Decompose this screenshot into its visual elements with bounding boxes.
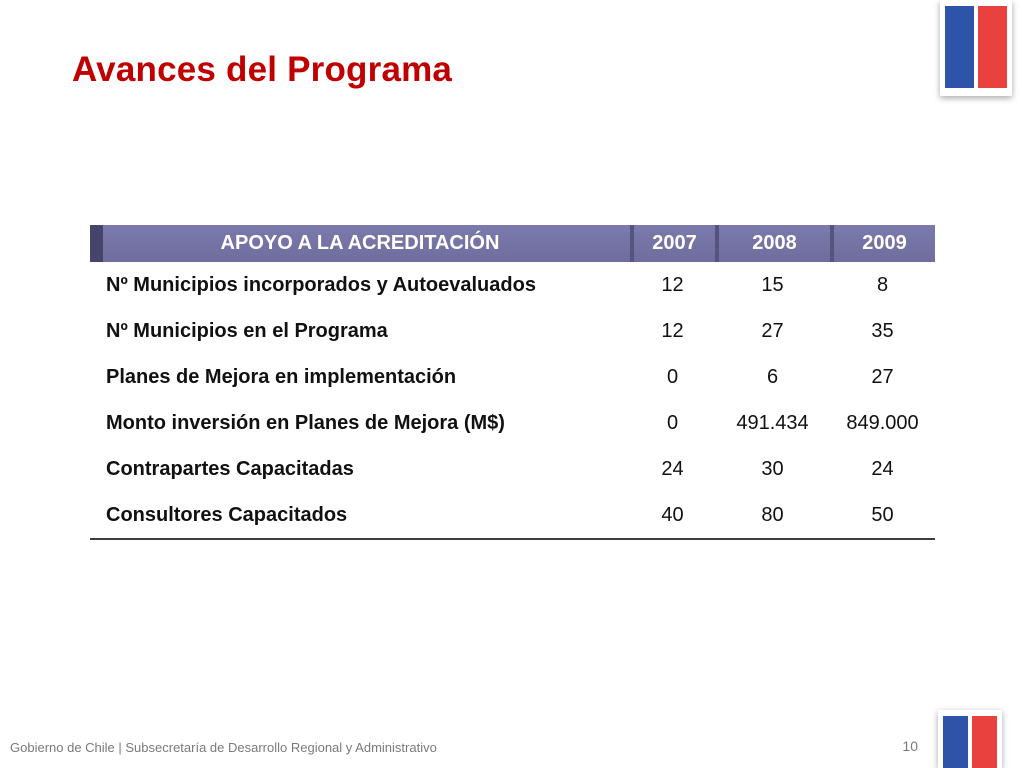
- row-label: Planes de Mejora en implementación: [106, 365, 457, 388]
- table-row: Nº Municipios en el Programa 12 27 35: [90, 308, 935, 354]
- row-label: Monto inversión en Planes de Mejora (M$): [106, 411, 505, 434]
- header-accent-bar: [90, 225, 103, 262]
- row-value-2007: 0: [666, 365, 679, 388]
- row-value-2007: 12: [661, 319, 684, 342]
- row-value-2008: 15: [761, 273, 784, 296]
- row-label: Contrapartes Capacitadas: [106, 457, 354, 480]
- row-label: Consultores Capacitados: [106, 503, 348, 526]
- page-number: 10: [902, 738, 918, 754]
- flag-red-stripe: [978, 6, 1007, 88]
- row-value-2008: 27: [761, 319, 784, 342]
- table-header-year-2009: 2009: [830, 225, 935, 262]
- chile-flag-icon: [938, 710, 1002, 768]
- row-value-2008: 491.434: [736, 411, 809, 434]
- row-value-2008: 6: [766, 365, 779, 388]
- row-value-2009: 24: [871, 457, 894, 480]
- row-value-2009: 50: [871, 503, 894, 526]
- table-header-year-2007: 2007: [630, 225, 715, 262]
- row-value-2009: 27: [871, 365, 894, 388]
- table-row: Monto inversión en Planes de Mejora (M$)…: [90, 400, 935, 446]
- table-row: Planes de Mejora en implementación 0 6 2…: [90, 354, 935, 400]
- row-value-2008: 80: [761, 503, 784, 526]
- row-label: Nº Municipios incorporados y Autoevaluad…: [106, 273, 536, 296]
- row-label: Nº Municipios en el Programa: [106, 319, 388, 342]
- flag-blue-stripe: [943, 716, 968, 768]
- row-value-2007: 40: [661, 503, 684, 526]
- acreditacion-table: APOYO A LA ACREDITACIÓN 2007 2008 2009 N…: [90, 225, 935, 540]
- row-value-2007: 24: [661, 457, 684, 480]
- footer-text: Gobierno de Chile | Subsecretaría de Des…: [10, 740, 437, 755]
- table-header-row: APOYO A LA ACREDITACIÓN 2007 2008 2009: [90, 225, 935, 262]
- table-row: Nº Municipios incorporados y Autoevaluad…: [90, 262, 935, 308]
- table-header-title: APOYO A LA ACREDITACIÓN: [220, 232, 500, 254]
- row-value-2009: 8: [876, 273, 889, 296]
- row-value-2008: 30: [761, 457, 784, 480]
- table-header-year-2008: 2008: [715, 225, 830, 262]
- row-value-2009: 849.000: [846, 411, 919, 434]
- flag-red-stripe: [972, 716, 997, 768]
- flag-blue-stripe: [945, 6, 974, 88]
- table-row: Contrapartes Capacitadas 24 30 24: [90, 446, 935, 492]
- page-title: Avances del Programa: [72, 50, 453, 89]
- chile-flag-icon: [940, 0, 1012, 96]
- row-value-2009: 35: [871, 319, 894, 342]
- table-row: Consultores Capacitados 40 80 50: [90, 492, 935, 538]
- row-value-2007: 0: [666, 411, 679, 434]
- table-bottom-border: [90, 538, 935, 540]
- row-value-2007: 12: [661, 273, 684, 296]
